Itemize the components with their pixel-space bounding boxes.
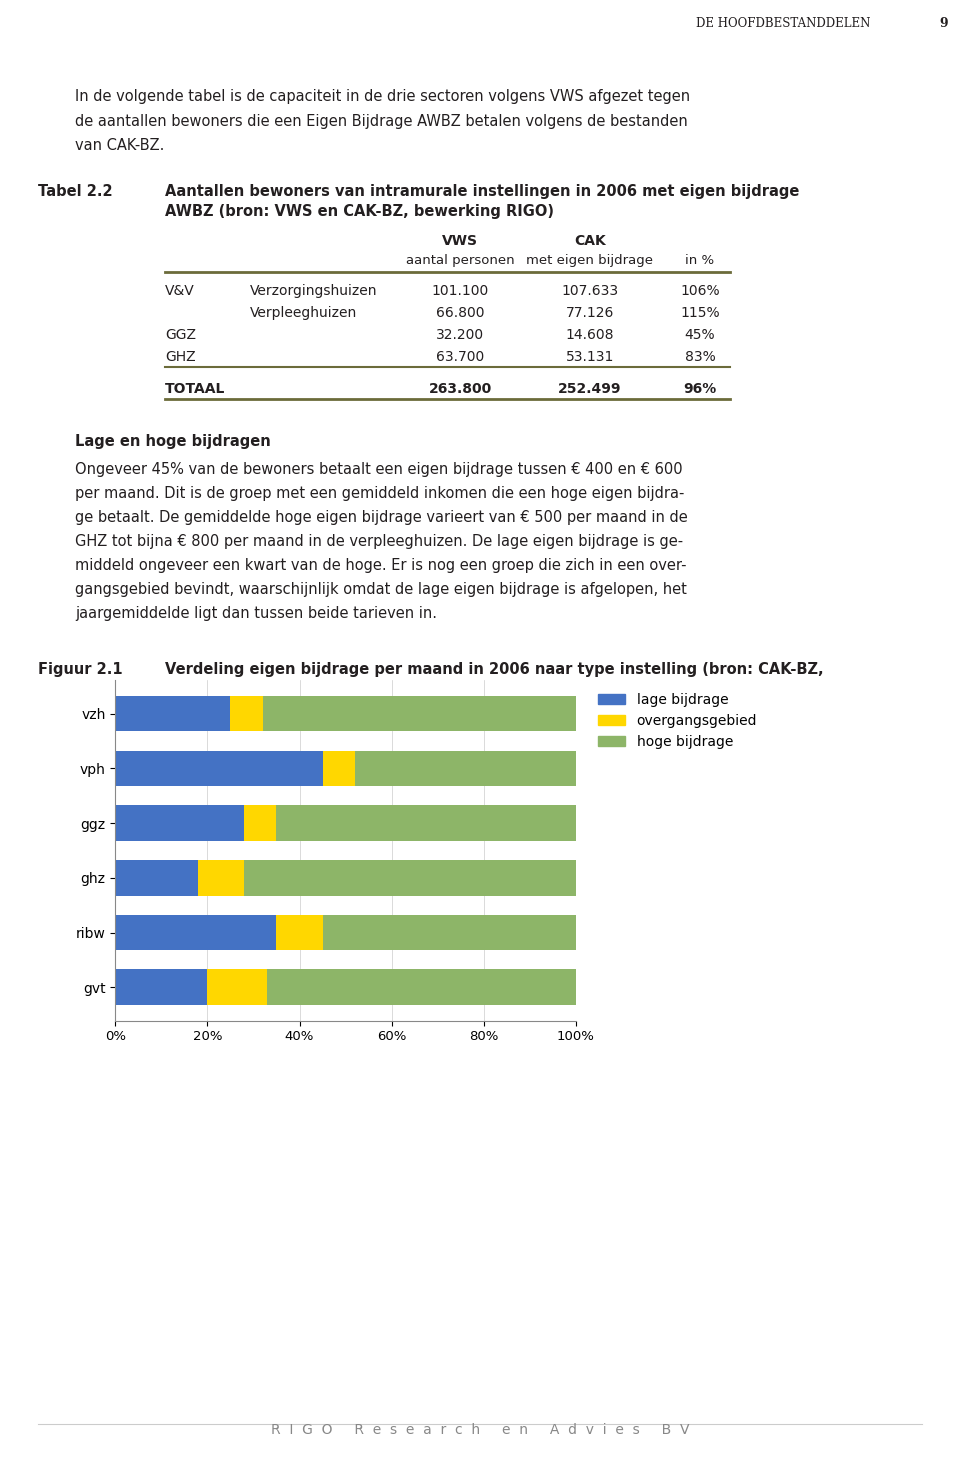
Text: In de volgende tabel is de capaciteit in de drie sectoren volgens VWS afgezet te: In de volgende tabel is de capaciteit in… — [75, 89, 690, 154]
Bar — [267, 969, 576, 1006]
Legend: lage bijdrage, overgangsgebied, hoge bijdrage: lage bijdrage, overgangsgebied, hoge bij… — [592, 688, 762, 754]
Bar — [276, 805, 576, 842]
Text: 63.700: 63.700 — [436, 351, 484, 364]
Text: 53.131: 53.131 — [565, 351, 614, 364]
Text: Verdeling eigen bijdrage per maand in 2006 naar type instelling (bron: CAK-BZ,: Verdeling eigen bijdrage per maand in 20… — [165, 663, 824, 677]
Text: Verpleeghuizen: Verpleeghuizen — [250, 306, 357, 319]
Bar — [230, 695, 263, 732]
Bar — [244, 805, 276, 842]
Text: bewerking RIGO): bewerking RIGO) — [165, 682, 305, 697]
Text: 106%: 106% — [681, 284, 720, 297]
Text: Tabel 2.2: Tabel 2.2 — [38, 183, 112, 200]
Text: aantal personen: aantal personen — [406, 254, 515, 268]
Bar — [323, 750, 355, 787]
Bar — [323, 914, 576, 951]
Bar — [355, 750, 576, 787]
Bar — [115, 914, 276, 951]
Bar — [115, 805, 244, 842]
Text: 252.499: 252.499 — [559, 382, 622, 396]
Text: 96%: 96% — [684, 382, 716, 396]
Text: TOTAAL: TOTAAL — [165, 382, 226, 396]
Bar — [115, 859, 198, 896]
Text: DE HOOFDBESTANDDELEN: DE HOOFDBESTANDDELEN — [696, 16, 870, 30]
Text: Aantallen bewoners van intramurale instellingen in 2006 met eigen bijdrage: Aantallen bewoners van intramurale inste… — [165, 183, 800, 200]
Text: CAK: CAK — [574, 234, 606, 248]
Text: GHZ: GHZ — [165, 351, 196, 364]
Text: 101.100: 101.100 — [431, 284, 489, 297]
Text: 107.633: 107.633 — [562, 284, 618, 297]
Bar — [207, 969, 267, 1006]
Bar — [244, 859, 576, 896]
Text: 9: 9 — [940, 16, 948, 30]
Bar — [115, 695, 230, 732]
Bar — [276, 914, 323, 951]
Bar — [198, 859, 244, 896]
Text: 45%: 45% — [684, 328, 715, 342]
Text: Ongeveer 45% van de bewoners betaalt een eigen bijdrage tussen € 400 en € 600
pe: Ongeveer 45% van de bewoners betaalt een… — [75, 461, 687, 621]
Text: VWS: VWS — [442, 234, 478, 248]
Text: Verzorgingshuizen: Verzorgingshuizen — [250, 284, 377, 297]
Text: 83%: 83% — [684, 351, 715, 364]
Text: Lage en hoge bijdragen: Lage en hoge bijdragen — [75, 433, 271, 450]
Bar — [115, 750, 323, 787]
Text: AWBZ (bron: VWS en CAK-BZ, bewerking RIGO): AWBZ (bron: VWS en CAK-BZ, bewerking RIG… — [165, 204, 554, 219]
Text: 77.126: 77.126 — [565, 306, 614, 319]
Text: 263.800: 263.800 — [428, 382, 492, 396]
Bar — [263, 695, 576, 732]
Text: 66.800: 66.800 — [436, 306, 484, 319]
Bar — [115, 969, 207, 1006]
Text: 115%: 115% — [681, 306, 720, 319]
Text: R  I  G  O     R  e  s  e  a  r  c  h     e  n     A  d  v  i  e  s     B  V: R I G O R e s e a r c h e n A d v i e s … — [271, 1423, 689, 1438]
Text: V&V: V&V — [165, 284, 195, 297]
Text: GGZ: GGZ — [165, 328, 196, 342]
Text: met eigen bijdrage: met eigen bijdrage — [526, 254, 654, 268]
Text: Figuur 2.1: Figuur 2.1 — [38, 663, 123, 677]
Text: in %: in % — [685, 254, 714, 268]
Text: 32.200: 32.200 — [436, 328, 484, 342]
Text: 14.608: 14.608 — [565, 328, 614, 342]
